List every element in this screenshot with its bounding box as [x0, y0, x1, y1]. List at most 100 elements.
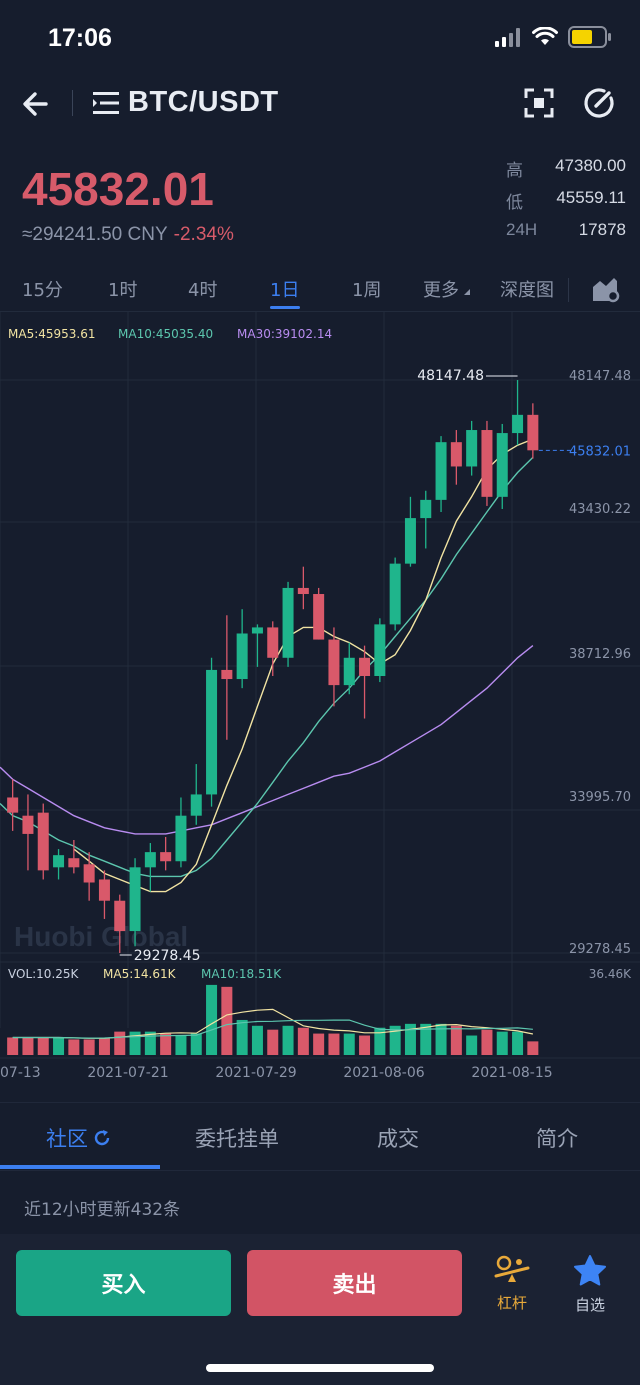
period-tab-1w[interactable]: 1周 — [352, 280, 382, 301]
period-tab-more[interactable]: 更多 — [423, 276, 471, 302]
period-tab-depth[interactable]: 深度图 — [500, 280, 554, 301]
tab-open-orders[interactable]: 委托挂单 — [195, 1127, 279, 1151]
candle-body — [7, 797, 19, 813]
tab-community[interactable]: 社区 — [46, 1123, 112, 1153]
candle-body — [160, 852, 172, 862]
price-axis: 48147.48 43430.22 38712.96 33995.70 29278.45 — [569, 369, 631, 957]
candle-up — [251, 624, 263, 667]
ma30-legend: MA30:39102.14 — [237, 327, 332, 341]
price-tick-label: 43430.22 — [569, 502, 631, 517]
vol-legend: VOL:10.25K — [8, 967, 80, 981]
candle-body — [267, 627, 279, 658]
volume-bar — [68, 1039, 80, 1055]
chart-settings-icon[interactable] — [590, 274, 620, 304]
period-tab-1d[interactable]: 1日 — [270, 280, 300, 301]
stat-value: 47380.00 — [555, 156, 626, 175]
candle-up — [282, 581, 294, 667]
volume-bar — [129, 1031, 141, 1055]
candle-body — [512, 414, 524, 434]
candle-up — [404, 496, 416, 567]
candle-body — [496, 433, 508, 497]
volume-bar — [359, 1035, 371, 1055]
battery-icon — [568, 26, 611, 48]
candle-body — [420, 499, 432, 519]
stat-label: 低 — [506, 193, 523, 212]
candle-up — [389, 557, 401, 631]
volume-moving-averages — [12, 1008, 534, 1039]
nav-bar: BTC/USDT — [0, 72, 640, 136]
back-arrow-icon[interactable] — [18, 86, 54, 122]
period-tab-1h[interactable]: 1时 — [108, 280, 138, 301]
community-update-bar[interactable]: 近12小时更新432条 — [0, 1170, 640, 1234]
price-change-percent: -2.34% — [173, 224, 234, 245]
watermark-logo: Huobi Global — [14, 921, 188, 952]
candle-body — [297, 587, 309, 595]
vol-max-label: 36.46K — [589, 967, 632, 981]
stat-value: 45559.11 — [556, 188, 626, 207]
last-price: 45832.01 — [22, 163, 214, 215]
candle-body — [251, 627, 263, 634]
kline-svg[interactable]: Huobi Global 48147.48 43430.22 38712.96 339… — [0, 312, 640, 1102]
candle-down — [313, 587, 325, 640]
candle-up — [343, 642, 355, 695]
leverage-scale-icon — [494, 1255, 530, 1282]
stat-label: 24H — [506, 220, 538, 239]
speedometer-icon[interactable] — [582, 86, 616, 120]
volume-bar — [236, 1019, 248, 1055]
candle-up — [144, 843, 156, 892]
volume-bar — [313, 1033, 325, 1055]
current-price-label: 45832.01 — [569, 444, 631, 459]
candle-up — [374, 618, 386, 683]
candle-body — [98, 879, 110, 901]
community-update-text: 近12小时更新432条 — [24, 1200, 181, 1220]
favorite-button[interactable]: 自选 — [560, 1254, 620, 1320]
ma30-line — [0, 645, 534, 835]
pair-title[interactable]: BTC/USDT — [128, 86, 279, 118]
info-tabs: 社区 委托挂单 成交 简介 — [0, 1102, 640, 1170]
price-tick-label: 29278.45 — [569, 942, 631, 957]
leverage-button[interactable]: 杠杆 — [482, 1254, 542, 1320]
low-price-label: 29278.45 — [134, 948, 201, 964]
fullscreen-icon[interactable] — [522, 86, 556, 120]
volume-bar — [374, 1027, 386, 1055]
candle-body — [114, 900, 126, 932]
moving-averages — [0, 438, 534, 893]
candle-body — [435, 442, 447, 500]
candles — [7, 380, 539, 954]
candle-body — [450, 442, 462, 467]
stat-high: 高 47380.00 — [506, 156, 626, 188]
time-tick-label: 07-13 — [0, 1065, 41, 1081]
volume-bar — [282, 1025, 294, 1055]
price-header: 45832.01 ≈294241.50 CNY -2.34% 高 47380.00… — [0, 136, 640, 268]
candle-body — [190, 794, 202, 816]
cny-price: ≈294241.50 CNY — [22, 224, 168, 245]
candle-down — [527, 403, 539, 459]
volume-bar — [389, 1025, 401, 1055]
tab-intro[interactable]: 简介 — [536, 1127, 578, 1151]
candle-body — [236, 633, 248, 680]
volume-bar — [98, 1037, 110, 1055]
period-tab-4h[interactable]: 4时 — [188, 280, 218, 301]
candle-up — [466, 420, 478, 476]
wifi-icon — [532, 27, 558, 45]
candle-body — [144, 852, 156, 868]
period-tab-15m[interactable]: 15分 — [22, 280, 63, 301]
volume-bar — [404, 1023, 416, 1055]
candle-body — [527, 414, 539, 451]
volume-ma10-line — [12, 1019, 533, 1039]
buy-button[interactable]: 买入 — [16, 1250, 231, 1316]
star-icon — [574, 1255, 606, 1286]
market-list-icon[interactable] — [92, 90, 120, 116]
candle-body — [282, 587, 294, 658]
volume-bar — [206, 984, 218, 1055]
ma5-legend: MA5:45953.61 — [8, 327, 96, 341]
candle-body — [129, 867, 141, 932]
tab-trades[interactable]: 成交 — [377, 1127, 419, 1151]
candle-up — [496, 423, 508, 509]
candle-down — [481, 420, 493, 506]
sell-button[interactable]: 卖出 — [247, 1250, 462, 1316]
candle-body — [53, 855, 65, 868]
candle-body — [328, 639, 340, 686]
kline-chart[interactable]: Huobi Global 48147.48 43430.22 38712.96 339… — [0, 312, 640, 1102]
time-axis: 07-13 2021-07-21 2021-07-29 2021-08-06 2021-… — [0, 1065, 553, 1081]
